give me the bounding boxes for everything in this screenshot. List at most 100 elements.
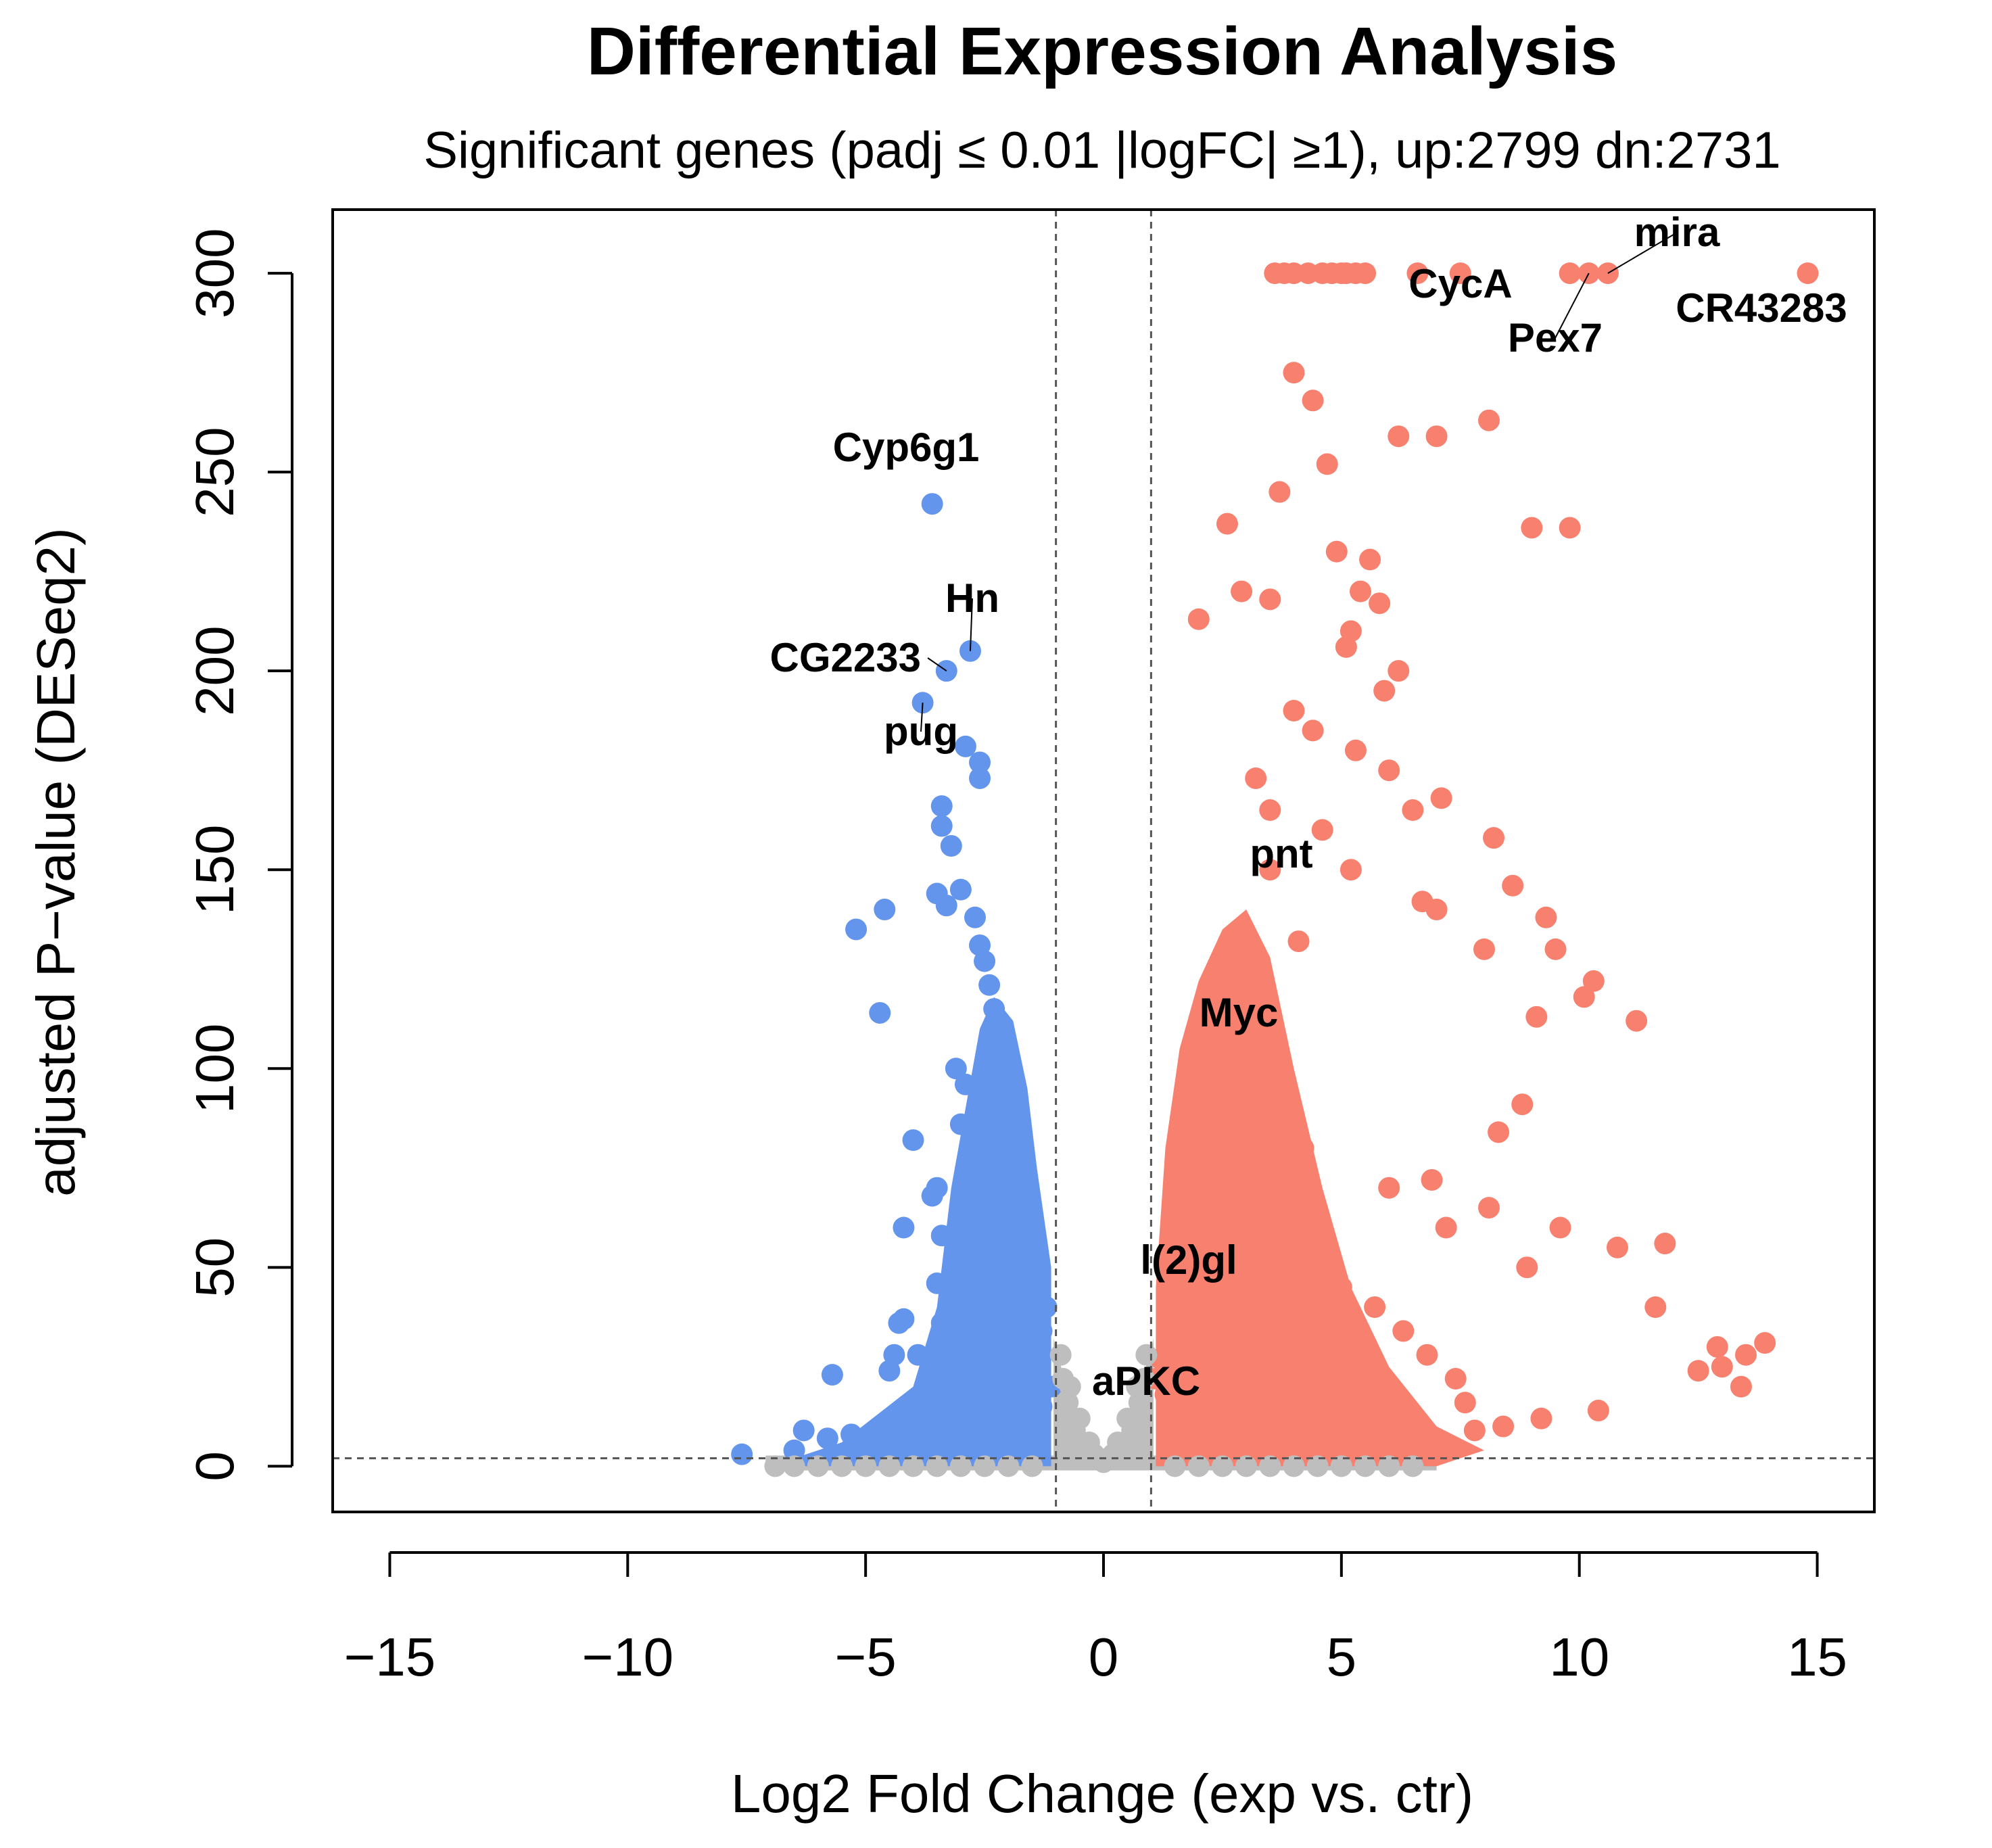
point-up: [1178, 1216, 1200, 1239]
point-down: [1021, 1415, 1043, 1438]
point-up: [1259, 799, 1281, 822]
point-up: [1516, 1256, 1538, 1279]
point-up: [1354, 262, 1377, 285]
point-ns: [1064, 1419, 1086, 1442]
point-up: [1187, 608, 1210, 630]
point-up: [1369, 592, 1391, 615]
point-down: [978, 974, 1001, 996]
point-ns: [949, 1455, 972, 1477]
point-ns: [855, 1455, 877, 1477]
point-up: [1192, 1288, 1214, 1310]
point-ns: [926, 1455, 948, 1477]
point-up: [1216, 1419, 1238, 1442]
point-up: [1478, 409, 1500, 431]
point-up: [1502, 874, 1524, 897]
point-up: [1435, 1216, 1457, 1239]
point-ns: [1121, 1419, 1143, 1442]
point-up: [1359, 548, 1381, 571]
point-up: [1644, 1296, 1667, 1319]
point-down: [911, 1396, 934, 1418]
point-down: [945, 1058, 967, 1080]
point-ns: [764, 1455, 786, 1477]
point-down: [893, 1216, 915, 1239]
point-down: [897, 1407, 920, 1429]
point-ns: [783, 1455, 805, 1477]
point-down: [869, 1001, 891, 1024]
point-down: [1030, 1396, 1053, 1418]
point-up: [1306, 1256, 1329, 1279]
gene-label: CycA: [1408, 261, 1512, 306]
point-up: [1250, 1018, 1272, 1040]
point-up: [1302, 389, 1324, 412]
point-up: [1273, 1177, 1296, 1199]
point-up: [1254, 1216, 1277, 1239]
point-down: [954, 1073, 976, 1095]
point-up: [1430, 787, 1452, 809]
point-ns: [1306, 1455, 1329, 1477]
point-down: [978, 1053, 1001, 1076]
point-down: [940, 834, 962, 857]
point-ns: [1259, 1455, 1281, 1477]
point-ns: [1128, 1392, 1150, 1414]
point-up: [1164, 1276, 1186, 1298]
annotation-leader-line: [920, 703, 924, 732]
y-tick-label: 250: [185, 427, 245, 517]
point-ns: [807, 1455, 829, 1477]
point-ns: [1354, 1455, 1377, 1477]
x-tick-label: 5: [1327, 1627, 1357, 1687]
point-up: [1425, 899, 1448, 921]
point-up: [1292, 1137, 1314, 1159]
point-up: [1444, 1367, 1467, 1390]
point-up: [1154, 1383, 1177, 1406]
y-tick-label: 0: [185, 1451, 245, 1482]
point-up: [1473, 938, 1495, 960]
gene-label: pug: [884, 709, 958, 754]
point-down: [964, 906, 986, 928]
point-down: [997, 1328, 1020, 1350]
point-down: [902, 1129, 924, 1152]
point-up: [1278, 1236, 1300, 1258]
point-down: [845, 918, 868, 941]
point-up: [1525, 1005, 1548, 1028]
point-up: [1231, 580, 1253, 602]
point-ns: [1021, 1455, 1043, 1477]
point-ns: [1164, 1455, 1186, 1477]
point-ns: [1235, 1455, 1258, 1477]
point-up: [1344, 739, 1367, 761]
point-up: [1226, 978, 1248, 1000]
point-ns: [1402, 1455, 1424, 1477]
x-tick-label: 15: [1787, 1627, 1847, 1687]
point-up: [1302, 719, 1324, 742]
point-up: [1425, 425, 1448, 448]
gene-label: Pex7: [1508, 315, 1603, 360]
point-up: [1221, 1225, 1243, 1247]
point-up: [1730, 1375, 1752, 1398]
point-ns: [1187, 1455, 1210, 1477]
point-up: [1535, 906, 1557, 928]
y-tick-label: 200: [185, 625, 245, 715]
gene-label: pnt: [1250, 831, 1312, 876]
point-down: [949, 1113, 972, 1135]
point-down: [949, 878, 972, 901]
chart-title: Differential Expression Analysis: [587, 14, 1618, 89]
point-up: [1754, 1332, 1776, 1354]
point-down: [959, 1375, 981, 1398]
point-up: [1206, 1264, 1229, 1287]
point-down: [731, 1443, 753, 1465]
point-down: [1021, 1236, 1043, 1258]
point-down: [988, 1018, 1010, 1040]
plot-area: −15 −10 −5 0 5 10 15050100150200250300Cyp6g1Hn…: [185, 208, 1876, 1687]
point-up: [1264, 262, 1286, 285]
point-up: [1287, 930, 1310, 953]
point-up: [1530, 1407, 1552, 1429]
point-up: [1559, 262, 1581, 285]
point-up: [1231, 1407, 1253, 1429]
point-up: [1264, 1383, 1286, 1406]
point-up: [1221, 1117, 1243, 1139]
point-up: [1483, 827, 1505, 849]
point-up: [1521, 517, 1543, 539]
point-up: [1463, 1419, 1486, 1442]
point-down: [816, 1427, 838, 1450]
point-up: [1311, 819, 1333, 841]
